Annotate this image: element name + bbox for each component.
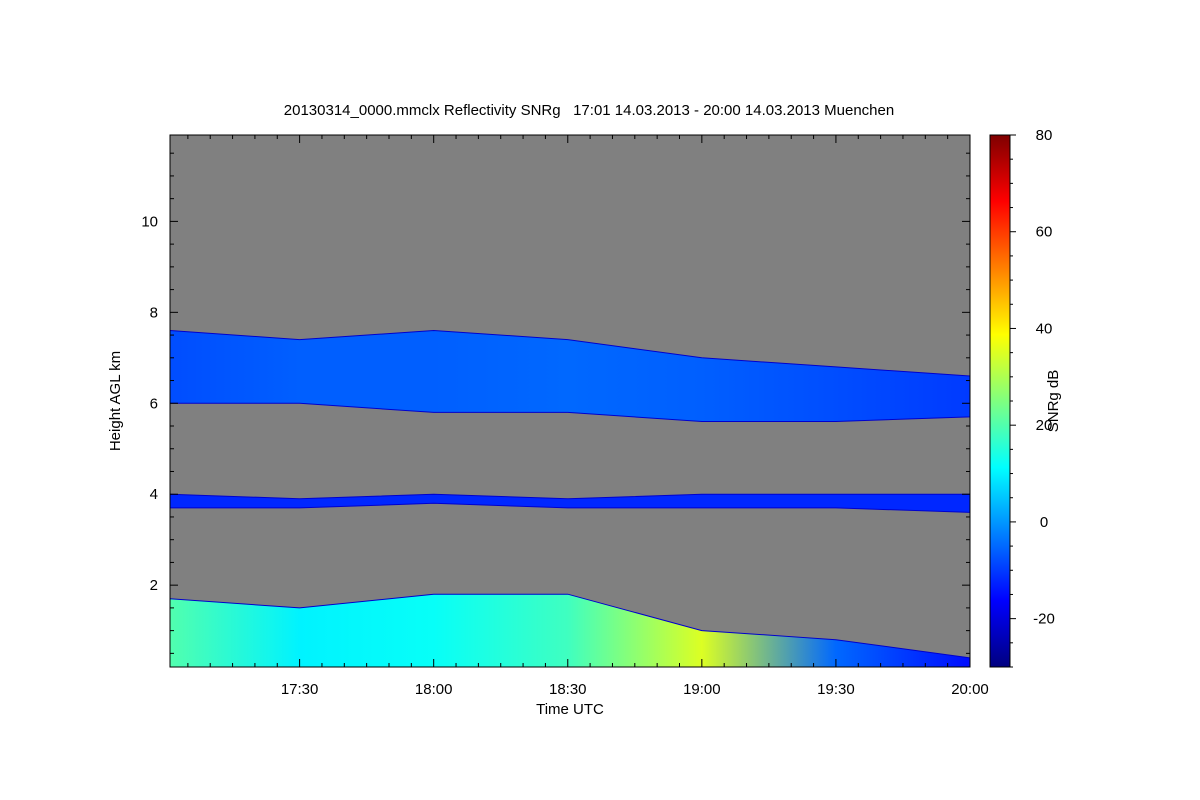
colorbar-tick-label: 80 <box>1036 127 1053 144</box>
y-axis-ticks: 2 4 6 8 10 <box>141 152 970 654</box>
echo-layer-2 <box>170 493 970 513</box>
x-tick-label: 18:30 <box>549 681 587 698</box>
x-tick-label: 19:30 <box>817 681 855 698</box>
chart-title: 20130314_0000.mmclx Reflectivity SNRg 17… <box>284 102 894 119</box>
colorbar-tick-label: 20 <box>1036 417 1053 434</box>
colorbar-label: SNRg dB <box>1045 370 1062 433</box>
x-tick-label: 19:00 <box>683 681 721 698</box>
colorbar-tick-label: -20 <box>1033 611 1055 628</box>
colorbar-tick-label: 0 <box>1040 514 1048 531</box>
colorbar-tick-label: 60 <box>1036 224 1053 241</box>
echo-layer-3 <box>170 593 970 667</box>
echo-layer-1 <box>170 329 970 422</box>
colorbar <box>989 134 1011 668</box>
y-tick-label: 10 <box>141 213 158 230</box>
y-axis-label: Height AGL km <box>107 351 124 451</box>
plot-frame <box>169 134 971 668</box>
y-tick-label: 4 <box>150 486 158 503</box>
x-tick-label: 20:00 <box>951 681 989 698</box>
colorbar-tick-label: 40 <box>1036 320 1053 337</box>
x-axis-ticks: 17:30 18:00 18:30 19:00 19:30 20:00 <box>187 135 989 698</box>
y-tick-label: 8 <box>150 304 158 321</box>
y-tick-label: 6 <box>150 395 158 412</box>
x-axis-label: Time UTC <box>536 701 604 718</box>
y-tick-label: 2 <box>150 577 158 594</box>
x-tick-label: 17:30 <box>281 681 319 698</box>
echo-layers <box>170 329 970 667</box>
x-tick-label: 18:00 <box>415 681 453 698</box>
colorbar-ticks: -20 0 20 40 60 80 <box>1010 127 1055 668</box>
